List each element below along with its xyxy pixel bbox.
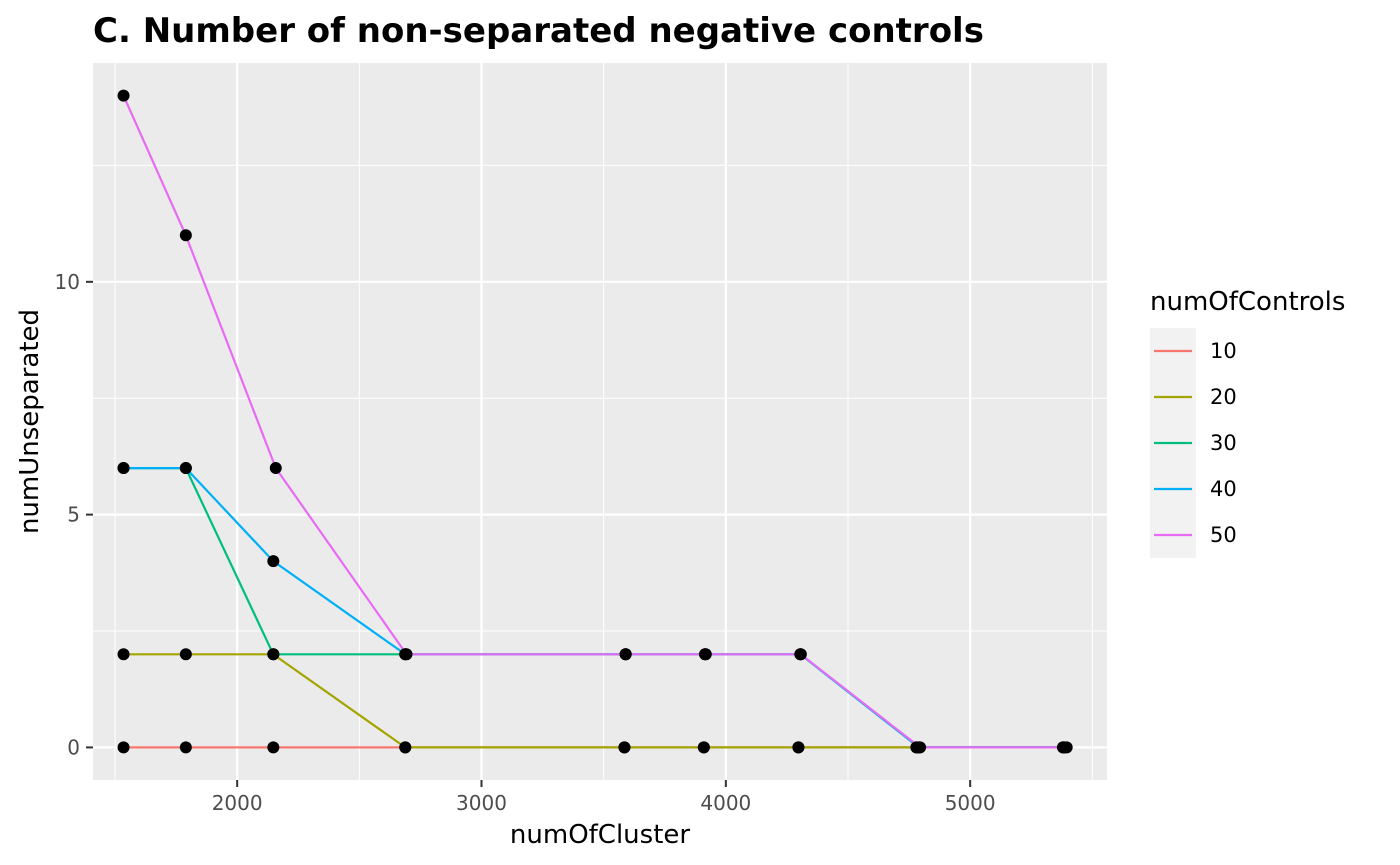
legend-label-20: 20	[1210, 385, 1237, 409]
x-axis: 2000 3000 4000 5000	[212, 780, 996, 815]
y-tick-label: 10	[55, 270, 80, 294]
x-tick-label: 4000	[700, 791, 751, 815]
data-point-50	[179, 229, 192, 242]
data-point-40	[117, 462, 130, 475]
y-tick-label: 0	[67, 735, 80, 759]
data-point-10	[267, 741, 280, 754]
data-point-10	[179, 741, 192, 754]
y-axis: 0 5 10	[55, 270, 93, 759]
y-tick-label: 5	[67, 503, 80, 527]
data-point-20	[117, 648, 130, 661]
legend-label-10: 10	[1210, 339, 1237, 363]
y-axis-title: numUnseparated	[15, 309, 45, 534]
legend-label-50: 50	[1210, 523, 1237, 547]
data-point-50	[117, 89, 130, 102]
data-point-50	[619, 648, 632, 661]
data-point-30	[267, 648, 280, 661]
data-point-50	[914, 741, 927, 754]
data-point-50	[400, 648, 413, 661]
x-tick-label: 2000	[212, 791, 263, 815]
legend-label-30: 30	[1210, 431, 1237, 455]
x-tick-label: 5000	[945, 791, 996, 815]
data-point-10	[117, 741, 130, 754]
legend-title: numOfControls	[1150, 287, 1345, 317]
data-point-50	[269, 462, 282, 475]
x-axis-title: numOfCluster	[510, 820, 690, 850]
data-point-50	[699, 648, 712, 661]
data-point-20	[618, 741, 631, 754]
legend: numOfControls 10 20 30 40 50	[1150, 287, 1345, 558]
plot-panel	[93, 63, 1107, 780]
data-point-20	[179, 648, 192, 661]
data-point-40	[179, 462, 192, 475]
legend-label-40: 40	[1210, 477, 1237, 501]
data-point-50	[1060, 741, 1073, 754]
data-points	[117, 89, 1073, 754]
x-tick-label: 3000	[456, 791, 507, 815]
data-point-20	[399, 741, 412, 754]
data-point-20	[792, 741, 805, 754]
data-point-20	[697, 741, 710, 754]
data-point-50	[794, 648, 807, 661]
data-point-40	[267, 555, 280, 568]
chart-title: C. Number of non-separated negative cont…	[93, 11, 984, 51]
